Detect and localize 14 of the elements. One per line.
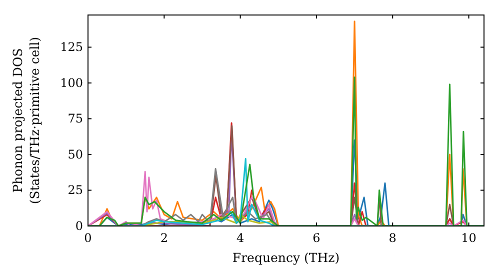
x-tick-label: 8 <box>388 231 396 245</box>
x-tick-label: 6 <box>312 231 320 245</box>
y-tick-label: 125 <box>60 40 83 54</box>
y-tick-label: 25 <box>68 183 83 198</box>
y-tick-label: 0 <box>75 219 83 233</box>
x-tick-label: 2 <box>160 231 168 245</box>
x-tick-label: 0 <box>84 231 92 245</box>
x-tick-label: 10 <box>461 231 476 245</box>
y-tick-label: 50 <box>68 147 83 162</box>
y-tick-label: 100 <box>60 76 83 90</box>
x-tick-label: 4 <box>236 231 244 245</box>
y-tick-label: 75 <box>68 112 83 126</box>
x-axis-title: Frequency (THz) <box>232 250 340 265</box>
y-axis-title: Phonon projected DOS (States/THz·primitive cell) <box>10 36 42 204</box>
